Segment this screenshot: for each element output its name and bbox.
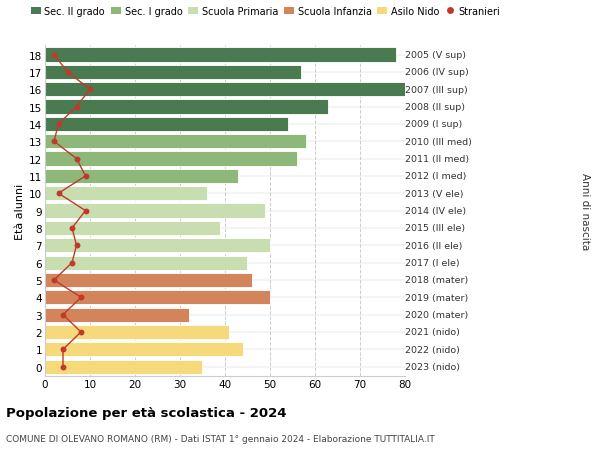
Bar [45,256,247,270]
Point [72,242,82,249]
Bar [45,83,405,97]
Point [80,173,91,180]
Point [80,207,91,215]
Text: 2011 (II med): 2011 (II med) [405,155,469,164]
Bar [45,360,202,374]
Point [54,121,64,129]
Text: 2017 (I ele): 2017 (I ele) [405,258,460,268]
Bar [45,169,238,184]
Bar [45,66,301,80]
Bar [45,291,270,305]
Text: 2019 (mater): 2019 (mater) [405,293,468,302]
Bar [45,204,265,218]
Text: 2007 (III sup): 2007 (III sup) [405,85,468,95]
Text: 2015 (III ele): 2015 (III ele) [405,224,465,233]
Text: 2022 (nido): 2022 (nido) [405,345,460,354]
Bar [45,100,329,114]
Point [63,69,72,76]
Bar [45,273,252,287]
Text: 2009 (I sup): 2009 (I sup) [405,120,462,129]
Y-axis label: Età alunni: Età alunni [15,183,25,239]
Point [54,190,64,197]
Point [67,259,77,267]
Text: 2018 (mater): 2018 (mater) [405,276,468,285]
Text: 2012 (I med): 2012 (I med) [405,172,466,181]
Bar [45,152,297,166]
Text: 2005 (V sup): 2005 (V sup) [405,51,466,60]
Point [76,294,86,301]
Text: 2010 (III med): 2010 (III med) [405,137,472,146]
Text: 2013 (V ele): 2013 (V ele) [405,190,464,198]
Text: 2006 (IV sup): 2006 (IV sup) [405,68,469,77]
Text: Anni di nascita: Anni di nascita [580,173,590,250]
Text: 2008 (II sup): 2008 (II sup) [405,103,465,112]
Bar [45,239,270,253]
Point [49,277,59,284]
Bar [45,187,207,201]
Text: 2023 (nido): 2023 (nido) [405,362,460,371]
Bar [45,342,243,357]
Point [72,156,82,163]
Point [72,104,82,111]
Text: COMUNE DI OLEVANO ROMANO (RM) - Dati ISTAT 1° gennaio 2024 - Elaborazione TUTTIT: COMUNE DI OLEVANO ROMANO (RM) - Dati IST… [6,434,435,443]
Point [85,86,95,94]
Point [49,138,59,146]
Point [58,346,68,353]
Point [58,311,68,319]
Legend: Sec. II grado, Sec. I grado, Scuola Primaria, Scuola Infanzia, Asilo Nido, Stran: Sec. II grado, Sec. I grado, Scuola Prim… [27,3,505,21]
Point [67,225,77,232]
Bar [45,135,306,149]
Point [76,329,86,336]
Text: 2020 (mater): 2020 (mater) [405,310,468,319]
Bar [45,308,189,322]
Bar [45,48,396,62]
Point [58,363,68,370]
Bar [45,118,288,132]
Text: 2014 (IV ele): 2014 (IV ele) [405,207,466,216]
Bar [45,221,221,235]
Bar [45,325,229,339]
Text: 2016 (II ele): 2016 (II ele) [405,241,463,250]
Point [49,52,59,59]
Text: Popolazione per età scolastica - 2024: Popolazione per età scolastica - 2024 [6,406,287,419]
Text: 2021 (nido): 2021 (nido) [405,328,460,337]
